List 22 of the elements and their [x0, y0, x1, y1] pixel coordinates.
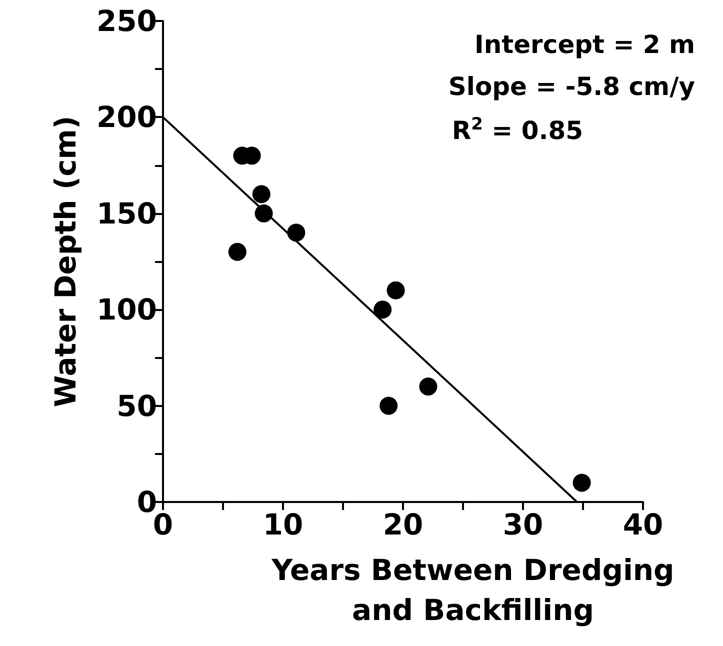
- y-tick-label: 100: [96, 292, 157, 327]
- point: [374, 300, 392, 319]
- point: [419, 378, 438, 396]
- annotation: Intercept = 2 m: [474, 30, 696, 59]
- y-tick-label: 200: [96, 100, 157, 134]
- x-tick-label: 20: [382, 508, 424, 542]
- y-tick-label: 250: [96, 4, 157, 38]
- point: [254, 204, 273, 222]
- point: [572, 474, 591, 492]
- y-tick-label: 150: [96, 196, 157, 230]
- x-tick-label: 10: [262, 508, 304, 542]
- point: [228, 242, 246, 261]
- x-tick-label: 40: [622, 508, 664, 542]
- x-axis-title: Years Between Dredging and Backfilling: [270, 553, 674, 627]
- point: [252, 185, 270, 204]
- point: [287, 224, 306, 242]
- x-tick-label: 30: [502, 508, 544, 542]
- point: [386, 281, 405, 300]
- y-tick-label: 50: [116, 388, 157, 423]
- y-axis-title: Water Depth (cm): [48, 116, 83, 408]
- annotation: Slope = -5.8 cm/y: [448, 72, 696, 101]
- point: [380, 396, 398, 415]
